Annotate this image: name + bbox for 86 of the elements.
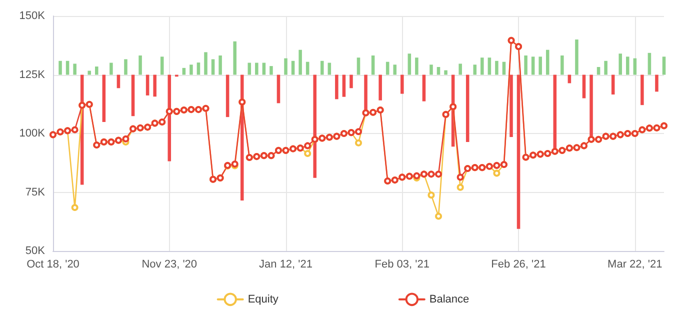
- bar: [510, 74, 513, 138]
- y-tick-label: 125K: [19, 68, 46, 81]
- y-tick-label: 75K: [25, 186, 46, 198]
- y-tick-label: 50K: [25, 245, 46, 257]
- bar: [153, 74, 156, 97]
- bar: [102, 74, 106, 122]
- bar: [196, 62, 200, 75]
- bar: [531, 56, 535, 75]
- bar: [488, 58, 492, 75]
- bar: [298, 50, 302, 75]
- bar: [538, 56, 542, 75]
- x-tick-label: Feb 26, '21: [491, 258, 546, 270]
- bar: [560, 55, 564, 75]
- bar: [204, 52, 208, 75]
- bar: [262, 62, 266, 75]
- bar: [408, 54, 412, 75]
- bar: [575, 40, 578, 75]
- bar: [502, 62, 506, 75]
- bar: [400, 74, 404, 94]
- bar: [436, 66, 440, 75]
- bar: [146, 74, 150, 96]
- bar: [640, 74, 644, 106]
- x-tick-label: Nov 23, '20: [142, 258, 198, 270]
- bar: [255, 62, 258, 75]
- bar: [190, 64, 193, 75]
- bar: [371, 55, 375, 75]
- x-tick-label: Jan 12, '21: [259, 258, 313, 270]
- bar: [95, 66, 98, 75]
- bar: [473, 64, 477, 75]
- bar: [182, 68, 186, 75]
- bar: [393, 64, 397, 75]
- bar: [662, 56, 666, 75]
- bar: [270, 66, 273, 75]
- bar: [320, 60, 324, 75]
- bar: [596, 66, 600, 75]
- bar: [611, 74, 615, 94]
- bar: [328, 62, 332, 75]
- x-tick-label: Oct 18, '20: [26, 258, 80, 270]
- bar: [342, 74, 346, 97]
- legend-label: Equity: [248, 293, 279, 306]
- bar: [124, 59, 128, 75]
- bar: [233, 41, 236, 75]
- bar: [73, 64, 76, 75]
- bar: [655, 74, 658, 92]
- bar: [131, 74, 135, 116]
- bar: [284, 58, 288, 75]
- bar: [58, 60, 62, 75]
- bar: [211, 59, 215, 75]
- bar: [480, 58, 484, 75]
- bar: [160, 56, 164, 75]
- bar: [66, 60, 70, 75]
- bar: [138, 55, 142, 75]
- bar: [430, 64, 433, 75]
- bar: [415, 58, 418, 75]
- bar: [633, 58, 637, 75]
- legend-label: Balance: [429, 293, 470, 306]
- bar: [110, 62, 113, 75]
- bar: [378, 74, 382, 100]
- bar: [276, 74, 280, 104]
- bar: [335, 74, 338, 100]
- bar: [626, 56, 630, 75]
- y-tick-label: 100K: [19, 128, 46, 140]
- bar: [291, 60, 295, 75]
- bar: [495, 60, 498, 75]
- bar: [618, 54, 622, 75]
- bar: [422, 74, 426, 102]
- bar: [582, 74, 586, 98]
- bar: [226, 74, 230, 118]
- bar: [604, 60, 608, 75]
- bar: [444, 70, 448, 75]
- x-tick-label: Mar 22, '21: [608, 258, 662, 270]
- bar: [516, 74, 520, 229]
- bar: [248, 62, 252, 75]
- x-tick-label: Feb 03, '21: [374, 258, 430, 270]
- bar: [350, 74, 353, 88]
- bar: [648, 52, 652, 75]
- bar: [306, 62, 310, 75]
- bar: [88, 70, 92, 75]
- bar: [524, 55, 528, 75]
- bar: [386, 62, 390, 75]
- bar: [466, 74, 470, 142]
- bar: [546, 50, 550, 75]
- y-tick-label: 150K: [19, 10, 46, 22]
- bar: [458, 64, 462, 75]
- bar: [218, 55, 222, 75]
- bar: [356, 58, 360, 75]
